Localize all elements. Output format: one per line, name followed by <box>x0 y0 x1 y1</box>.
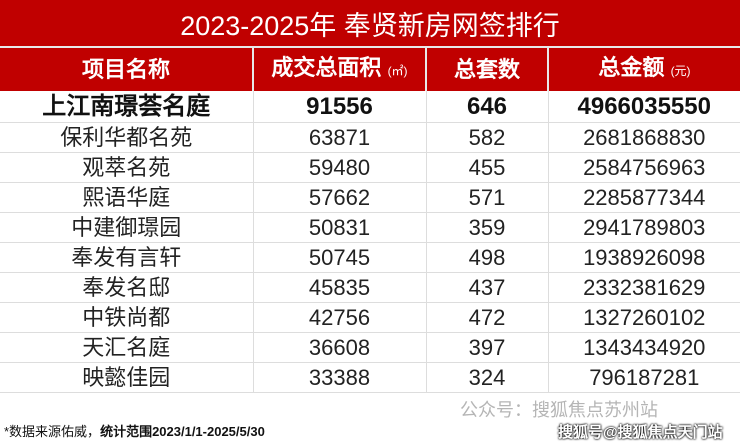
table-row: 保利华都名苑 63871 582 2681868830 <box>0 122 740 153</box>
cell-area: 63871 <box>252 122 426 153</box>
cell-area: 91556 <box>252 91 426 123</box>
cell-area: 50831 <box>252 212 426 243</box>
header-row: 项目名称 成交总面积 (㎡) 总套数 总金额 (元) <box>0 48 740 91</box>
cell-units: 324 <box>425 362 548 393</box>
table-title: 2023-2025年 奉贤新房网签排行 <box>0 0 740 48</box>
cell-amount: 2681868830 <box>547 122 740 153</box>
cell-name: 映懿佳园 <box>0 362 253 393</box>
cell-area: 36608 <box>252 332 426 363</box>
header-units: 总套数 <box>425 48 548 91</box>
table-row: 天汇名庭 36608 397 1343434920 <box>0 332 740 363</box>
footer-note: *数据来源佑威，统计范围2023/1/1-2025/5/30 <box>4 424 265 439</box>
cell-amount: 1938926098 <box>547 242 740 273</box>
cell-name: 上江南璟荟名庭 <box>0 91 253 123</box>
cell-area: 59480 <box>252 152 426 183</box>
cell-name: 中铁尚都 <box>0 302 253 333</box>
cell-area: 57662 <box>252 182 426 213</box>
sohu-watermark: 搜狐号@搜狐焦点天门站 <box>558 424 723 441</box>
cell-amount: 796187281 <box>547 362 740 393</box>
table-row: 上江南璟荟名庭 91556 646 4966035550 <box>0 91 740 123</box>
table-row: 映懿佳园 33388 324 796187281 <box>0 362 740 393</box>
cell-amount: 1343434920 <box>547 332 740 363</box>
cell-units: 472 <box>425 302 548 333</box>
header-area: 成交总面积 (㎡) <box>252 48 426 91</box>
header-amount: 总金额 (元) <box>547 48 740 91</box>
cell-units: 359 <box>425 212 548 243</box>
cell-name: 观萃名苑 <box>0 152 253 183</box>
cell-amount: 1327260102 <box>547 302 740 333</box>
cell-amount: 4966035550 <box>547 91 740 123</box>
ranking-table: 项目名称 成交总面积 (㎡) 总套数 总金额 (元) 上江南璟荟名庭 91556 6… <box>0 48 740 393</box>
cell-units: 571 <box>425 182 548 213</box>
cell-amount: 2332381629 <box>547 272 740 303</box>
amount-unit: (元) <box>670 64 691 78</box>
cell-amount: 2584756963 <box>547 152 740 183</box>
cell-name: 中建御璟园 <box>0 212 253 243</box>
cell-amount: 2941789803 <box>547 212 740 243</box>
table-row: 观萃名苑 59480 455 2584756963 <box>0 152 740 183</box>
cell-units: 646 <box>425 91 548 123</box>
cell-name: 天汇名庭 <box>0 332 253 363</box>
cell-name: 熙语华庭 <box>0 182 253 213</box>
cell-area: 50745 <box>252 242 426 273</box>
header-name: 项目名称 <box>0 48 253 91</box>
wechat-watermark: 公众号：搜狐焦点苏州站 <box>460 400 658 420</box>
cell-name: 奉发名邸 <box>0 272 253 303</box>
table-row: 熙语华庭 57662 571 2285877344 <box>0 182 740 213</box>
table-row: 中铁尚都 42756 472 1327260102 <box>0 302 740 333</box>
cell-units: 397 <box>425 332 548 363</box>
cell-area: 42756 <box>252 302 426 333</box>
cell-amount: 2285877344 <box>547 182 740 213</box>
table-row: 奉发有言轩 50745 498 1938926098 <box>0 242 740 273</box>
area-unit: (㎡) <box>387 64 408 78</box>
cell-area: 33388 <box>252 362 426 393</box>
cell-units: 582 <box>425 122 548 153</box>
cell-area: 45835 <box>252 272 426 303</box>
cell-units: 498 <box>425 242 548 273</box>
cell-units: 437 <box>425 272 548 303</box>
cell-name: 保利华都名苑 <box>0 122 253 153</box>
cell-units: 455 <box>425 152 548 183</box>
table-row: 奉发名邸 45835 437 2332381629 <box>0 272 740 303</box>
cell-name: 奉发有言轩 <box>0 242 253 273</box>
table-row: 中建御璟园 50831 359 2941789803 <box>0 212 740 243</box>
